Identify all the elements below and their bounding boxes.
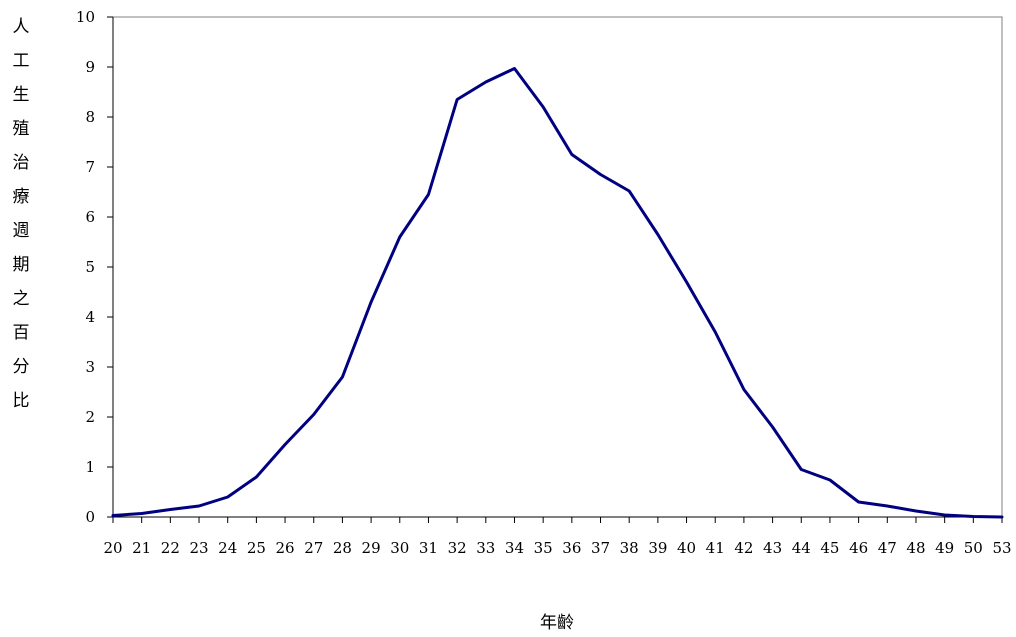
y-tick-label: 5 (85, 258, 95, 276)
series-line (111, 67, 1004, 519)
y-tick-label: 8 (85, 108, 95, 126)
x-tick-label: 23 (189, 539, 208, 557)
x-tick-label: 29 (362, 539, 381, 557)
y-tick-label: 7 (85, 158, 95, 176)
x-tick-label: 26 (276, 539, 295, 557)
y-tick-label: 4 (85, 308, 95, 326)
x-tick-label: 31 (419, 539, 438, 557)
y-tick-label: 2 (85, 408, 95, 426)
x-tick-label: 28 (333, 539, 352, 557)
x-axis-title: 年齡 (540, 613, 574, 633)
x-tick-label: 34 (505, 539, 524, 557)
x-tick-label: 44 (792, 539, 811, 557)
x-tick-label: 25 (247, 539, 266, 557)
x-tick-label: 39 (648, 539, 667, 557)
x-tick-label: 50 (964, 539, 983, 557)
y-axis-ticks: 0 1 2 3 4 5 6 7 8 9 10 (76, 8, 113, 526)
y-tick-label: 9 (85, 58, 95, 76)
x-tick-label: 38 (620, 539, 639, 557)
y-tick-label: 6 (85, 208, 95, 226)
x-tick-label: 40 (677, 539, 696, 557)
x-tick-label: 49 (935, 539, 954, 557)
x-axis-ticks: 20 21 22 23 24 25 26 27 28 29 30 31 32 33 34 35 36 37 38 39… (103, 517, 1012, 557)
x-tick-label: 30 (390, 539, 409, 557)
y-tick-label: 3 (85, 358, 95, 376)
x-tick-label: 22 (161, 539, 180, 557)
x-tick-label: 24 (218, 539, 237, 557)
x-tick-label: 33 (476, 539, 495, 557)
x-tick-label: 21 (132, 539, 151, 557)
x-tick-label: 36 (562, 539, 581, 557)
y-tick-label: 1 (85, 458, 95, 476)
x-tick-label: 46 (849, 539, 868, 557)
x-tick-label: 41 (706, 539, 725, 557)
y-tick-label: 10 (76, 8, 95, 26)
x-tick-label: 45 (820, 539, 839, 557)
y-tick-label: 0 (85, 508, 95, 526)
y-axis-title: 人工生殖治療週期之百分比 (13, 17, 30, 411)
x-tick-label: 20 (103, 539, 122, 557)
x-tick-label: 32 (448, 539, 467, 557)
x-tick-label: 47 (878, 539, 897, 557)
x-tick-label: 35 (534, 539, 553, 557)
plot-area (112, 16, 1003, 518)
x-tick-label: 37 (591, 539, 610, 557)
x-tick-label: 48 (906, 539, 925, 557)
x-tick-label: 43 (763, 539, 782, 557)
x-tick-label: 42 (734, 539, 753, 557)
series-layer (111, 67, 1004, 519)
x-tick-label: 53 (992, 539, 1011, 557)
x-tick-label: 27 (304, 539, 323, 557)
